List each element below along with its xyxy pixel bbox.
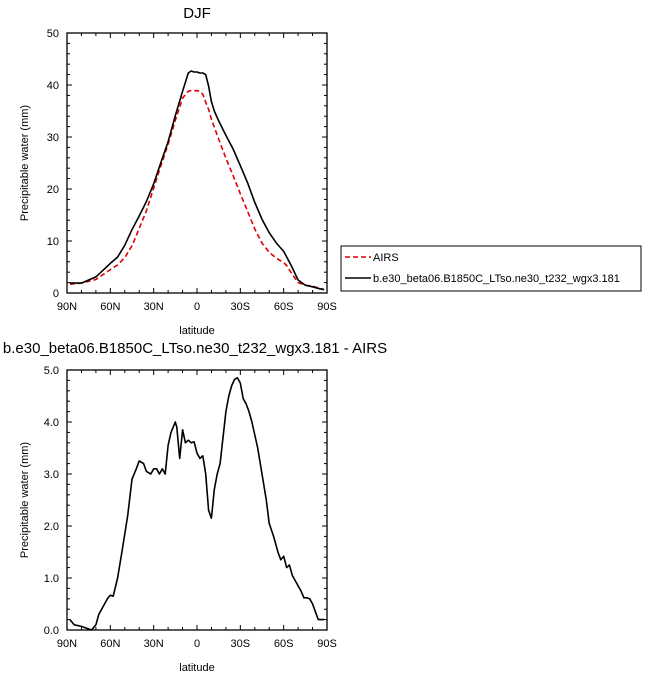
bottom-x-tick-label: 0 — [194, 638, 200, 650]
bottom-y-tick-label: 1.0 — [44, 573, 59, 585]
top-y-axis-label: Precipitable water (mm) — [19, 105, 31, 221]
bottom-y-axis-label: Precipitable water (mm) — [19, 442, 31, 558]
bottom-x-tick-label: 60S — [274, 638, 294, 650]
top-series-lines — [69, 70, 325, 291]
top-series-line-1 — [69, 70, 325, 291]
bottom-chart-title: b.e30_beta06.B1850C_LTso.ne30_t232_wgx3.… — [3, 340, 387, 357]
top-x-tick-label: 90N — [57, 301, 77, 313]
bottom-panel: b.e30_beta06.B1850C_LTso.ne30_t232_wgx3.… — [3, 340, 387, 674]
top-y-tick-label: 10 — [47, 236, 59, 248]
top-y-tick-label: 0 — [53, 288, 59, 300]
bottom-y-tick-label: 2.0 — [44, 521, 59, 533]
top-y-tick-label: 50 — [47, 28, 59, 40]
legend: AIRS b.e30_beta06.B1850C_LTso.ne30_t232_… — [340, 245, 642, 292]
top-y-tick-label: 40 — [47, 80, 59, 92]
bottom-y-tick-label: 5.0 — [44, 365, 59, 377]
top-x-ticks: 90N 60N 30N 0 30S 60S 90S — [57, 33, 337, 313]
bottom-y-tick-label: 4.0 — [44, 417, 59, 429]
top-y-tick-label: 30 — [47, 132, 59, 144]
bottom-x-tick-label: 30S — [231, 638, 251, 650]
top-panel: DJF 90N 60N 30N 0 30S 60S 90S 0 10 20 30 40 50 lati… — [19, 5, 337, 337]
top-series-line-0 — [69, 89, 325, 291]
bottom-series-line-0 — [69, 376, 325, 631]
top-chart-title: DJF — [183, 5, 211, 22]
bottom-x-ticks: 90N 60N 30N 0 30S 60S 90S — [57, 370, 337, 650]
bottom-y-ticks: 0.0 1.0 2.0 3.0 4.0 5.0 — [44, 365, 327, 637]
bottom-x-tick-label: 30N — [144, 638, 164, 650]
legend-box — [340, 245, 642, 292]
top-x-tick-label: 60N — [100, 301, 120, 313]
top-x-tick-label: 90S — [317, 301, 337, 313]
bottom-x-tick-label: 90S — [317, 638, 337, 650]
top-x-tick-label: 30N — [144, 301, 164, 313]
bottom-y-tick-label: 0.0 — [44, 625, 59, 637]
bottom-plot-frame — [66, 369, 328, 631]
bottom-x-tick-label: 90N — [57, 638, 77, 650]
top-x-tick-label: 30S — [231, 301, 251, 313]
bottom-x-axis-label: latitude — [179, 662, 214, 674]
bottom-x-tick-label: 60N — [100, 638, 120, 650]
top-x-tick-label: 0 — [194, 301, 200, 313]
legend-label-model: b.e30_beta06.B1850C_LTso.ne30_t232_wgx3.… — [373, 273, 620, 285]
legend-label-airs: AIRS — [373, 252, 399, 264]
top-y-ticks: 0 10 20 30 40 50 — [47, 28, 327, 300]
top-y-tick-label: 20 — [47, 184, 59, 196]
bottom-y-tick-label: 3.0 — [44, 469, 59, 481]
top-x-axis-label: latitude — [179, 325, 214, 337]
top-x-tick-label: 60S — [274, 301, 294, 313]
bottom-series-lines — [69, 376, 325, 631]
